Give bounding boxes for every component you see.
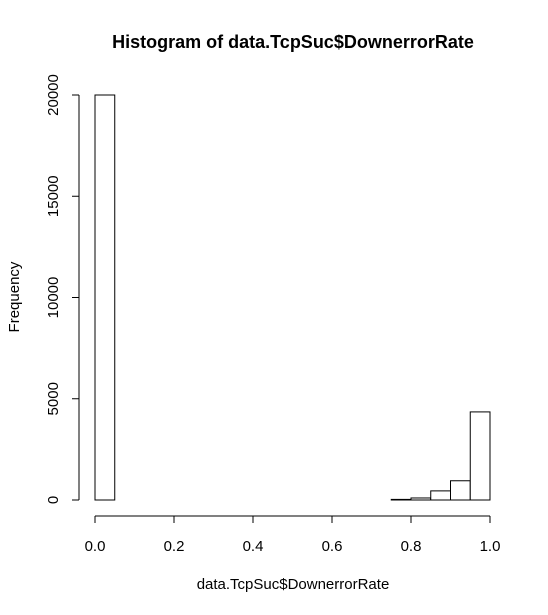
chart-title: Histogram of data.TcpSuc$DownerrorRate (112, 32, 474, 52)
histogram-bar-0 (94, 94, 116, 501)
x-tick-label-4: 0.8 (401, 538, 422, 555)
y-tick-label-2: 10000 (45, 277, 62, 319)
x-tick-label-2: 0.4 (243, 538, 264, 555)
x-axis: 0.0 0.2 0.4 0.6 0.8 1.0 (85, 515, 501, 555)
histogram-bar-15 (390, 498, 412, 501)
histogram-bar-18 (450, 480, 471, 501)
x-tick-label-5: 1.0 (480, 538, 501, 555)
histogram-bar-16 (410, 497, 432, 501)
y-tick-label-0: 0 (45, 496, 62, 504)
x-tick-label-1: 0.2 (164, 538, 185, 555)
x-tick-label-3: 0.6 (322, 538, 343, 555)
x-tick-label-0: 0.0 (85, 538, 106, 555)
y-axis-label: Frequency (6, 261, 23, 332)
bars-group (94, 94, 491, 501)
x-axis-label: data.TcpSuc$DownerrorRate (197, 576, 390, 593)
y-tick-label-3: 15000 (45, 175, 62, 217)
histogram-bar-19 (469, 411, 491, 501)
y-tick-label-4: 20000 (45, 74, 62, 116)
y-tick-label-1: 5000 (45, 382, 62, 415)
y-axis: 0 5000 10000 15000 20000 (45, 74, 80, 504)
histogram-bar-17 (430, 490, 451, 501)
